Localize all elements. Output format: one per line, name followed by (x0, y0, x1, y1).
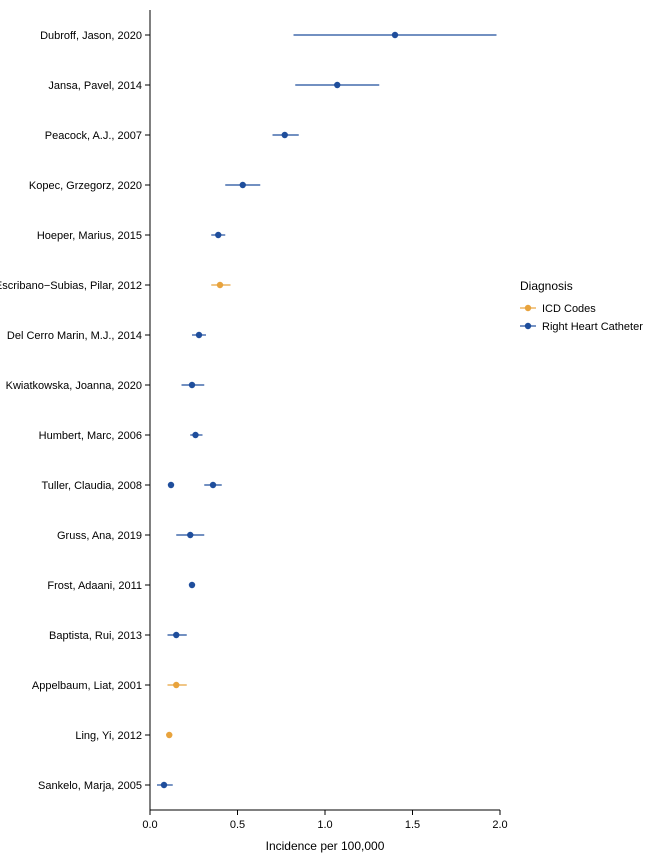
svg-text:0.0: 0.0 (142, 819, 157, 831)
svg-text:ICD Codes: ICD Codes (542, 303, 596, 315)
svg-text:0.5: 0.5 (230, 819, 245, 831)
svg-text:2.0: 2.0 (492, 819, 507, 831)
svg-text:Kopec, Grzegorz, 2020: Kopec, Grzegorz, 2020 (29, 180, 142, 192)
svg-text:Frost, Adaani, 2011: Frost, Adaani, 2011 (47, 580, 142, 592)
svg-text:Sankelo, Marja, 2005: Sankelo, Marja, 2005 (38, 780, 142, 792)
svg-text:1.0: 1.0 (317, 819, 332, 831)
svg-text:Diagnosis: Diagnosis (520, 279, 573, 293)
svg-text:1.5: 1.5 (405, 819, 420, 831)
svg-text:Kwiatkowska, Joanna, 2020: Kwiatkowska, Joanna, 2020 (6, 380, 142, 392)
svg-text:Baptista, Rui, 2013: Baptista, Rui, 2013 (49, 630, 142, 642)
svg-text:Peacock, A.J., 2007: Peacock, A.J., 2007 (45, 130, 142, 142)
svg-text:Escribano−Subias, Pilar, 2012: Escribano−Subias, Pilar, 2012 (0, 280, 142, 292)
forest-plot: 0.0 0.5 1.0 1.5 2.0 Incidence per 100,000 Dubr… (0, 0, 662, 858)
svg-text:Tuller, Claudia, 2008: Tuller, Claudia, 2008 (42, 480, 143, 492)
chart-svg: 0.0 0.5 1.0 1.5 2.0 Incidence per 100,000 Dubr… (0, 0, 662, 858)
svg-text:Ling, Yi, 2012: Ling, Yi, 2012 (75, 730, 142, 742)
svg-text:Del Cerro Marin, M.J., 2014: Del Cerro Marin, M.J., 2014 (7, 330, 142, 342)
svg-text:Jansa, Pavel, 2014: Jansa, Pavel, 2014 (48, 80, 142, 92)
svg-text:Hoeper, Marius, 2015: Hoeper, Marius, 2015 (37, 230, 142, 242)
svg-text:Humbert, Marc, 2006: Humbert, Marc, 2006 (39, 430, 142, 442)
svg-text:Right Heart Catheter: Right Heart Catheter (542, 321, 643, 333)
svg-text:Incidence per 100,000: Incidence per 100,000 (266, 839, 385, 853)
svg-text:Gruss, Ana, 2019: Gruss, Ana, 2019 (57, 530, 142, 542)
svg-text:Dubroff, Jason, 2020: Dubroff, Jason, 2020 (40, 30, 142, 42)
svg-text:Appelbaum, Liat, 2001: Appelbaum, Liat, 2001 (32, 680, 142, 692)
